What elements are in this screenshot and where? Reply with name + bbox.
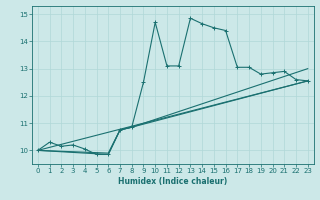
X-axis label: Humidex (Indice chaleur): Humidex (Indice chaleur) bbox=[118, 177, 228, 186]
